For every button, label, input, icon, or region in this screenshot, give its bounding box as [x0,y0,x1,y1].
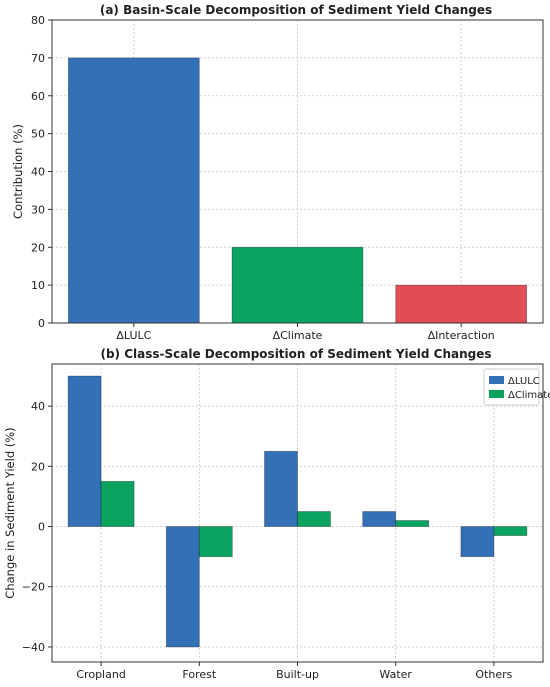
chart-b-x-tick-label: Water [379,668,412,681]
chart-b-bar-lulc [67,375,102,527]
chart-a-y-tick-label: 10 [31,279,45,292]
chart-b-x-tick-label: Cropland [76,668,125,681]
chart-a-y-tick-label: 20 [31,241,45,254]
chart-b-bar-climate [198,526,233,558]
chart-a-bar [231,246,364,324]
chart-a-y-axis-label: Contribution (%) [11,124,25,219]
chart-b-legend: ΔLULC ΔClimate [483,368,550,406]
chart-b-legend-swatch [489,390,504,398]
chart-b-x-tick-label: Others [475,668,512,681]
chart-a-y-tick-label: 70 [31,52,45,65]
chart-a-x-ticks: ΔLULC ΔClimate ΔInteraction [116,323,495,342]
chart-a-title: (a) Basin-Scale Decomposition of Sedimen… [100,3,492,17]
chart-b-y-tick-label: 40 [31,400,45,413]
chart-b-legend-label: ΔLULC [508,376,540,387]
chart-b-bar-climate [395,520,430,527]
chart-a-x-tick-label: ΔClimate [273,329,323,342]
chart-b-x-tick-label: Forest [182,668,216,681]
chart-b-x-tick-label: Built-up [276,668,319,681]
chart-b-bar-lulc [362,511,397,527]
chart-b-bar-climate [493,526,528,536]
chart-a-axes-frame [51,19,544,324]
chart-b-axes-frame [51,363,544,663]
chart-a-bar [395,284,528,324]
chart-b-bar-lulc [460,526,495,558]
chart-b-title: (b) Class-Scale Decomposition of Sedimen… [100,347,491,361]
chart-b-y-axis-label: Change in Sediment Yield (%) [3,427,17,598]
chart-a-y-tick-label: 30 [31,203,45,216]
chart-b-y-tick-label: 20 [31,460,45,473]
chart-b-y-tick-label: −20 [22,581,45,594]
chart-a-x-tick-label: ΔInteraction [428,329,495,342]
chart-a-y-tick-label: 40 [31,166,45,179]
chart-b-bar-climate [297,511,331,527]
chart-b-y-ticks: −40 −20 0 20 40 [22,400,52,654]
chart-a: (a) Basin-Scale Decomposition of Sedimen… [11,3,544,342]
chart-b-legend-swatch [489,376,504,384]
chart-a-bar [67,57,200,324]
chart-a-x-tick-label: ΔLULC [116,329,151,342]
chart-b-bars [67,375,528,648]
chart-a-y-tick-label: 50 [31,128,45,141]
chart-b-bar-climate [100,480,135,527]
chart-b-x-ticks: Cropland Forest Built-up Water Others [76,662,513,681]
chart-b-y-tick-label: 0 [38,521,45,534]
chart-b-legend-label: ΔClimate [508,390,550,401]
chart-a-y-tick-label: 60 [31,90,45,103]
chart-b-bar-lulc [264,450,298,527]
chart-b-bar-lulc [165,526,200,648]
chart-b-y-tick-label: −40 [22,641,45,654]
chart-a-y-ticks: 0 10 20 30 40 50 60 70 80 [31,14,52,330]
chart-b: (b) Class-Scale Decomposition of Sedimen… [3,347,550,681]
chart-a-y-tick-label: 0 [38,317,45,330]
chart-a-y-tick-label: 80 [31,14,45,27]
